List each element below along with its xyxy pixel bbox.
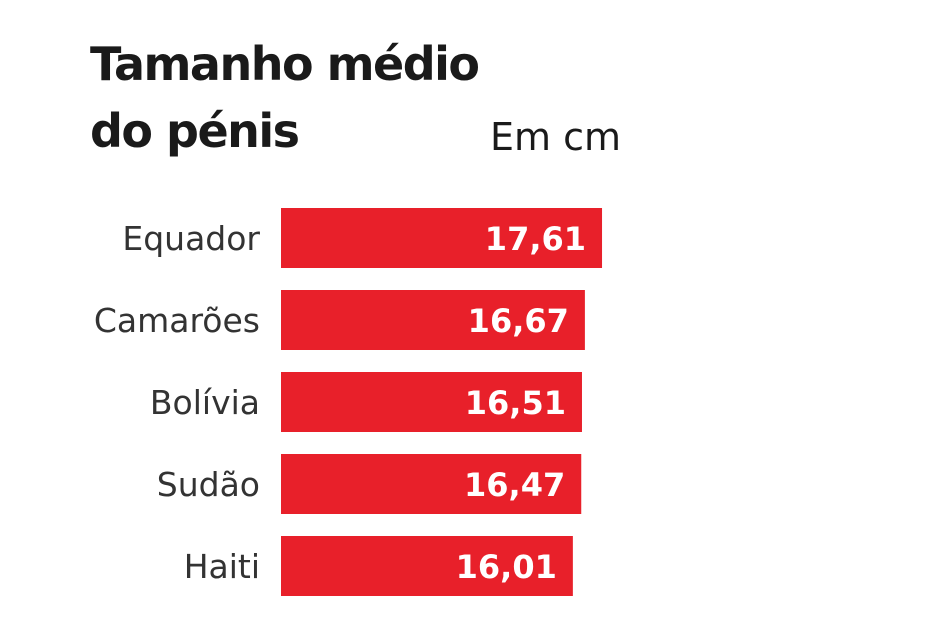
category-label: Equador (122, 219, 260, 258)
value-label: 16,51 (465, 384, 566, 422)
bar (281, 208, 603, 268)
category-label: Bolívia (150, 383, 260, 422)
bar (281, 454, 582, 514)
value-label: 16,01 (456, 548, 557, 586)
chart-title: Tamanho médio (90, 37, 479, 91)
chart-subtitle: Em cm (490, 115, 621, 159)
bar (281, 372, 582, 432)
bar (281, 290, 585, 350)
category-label: Haiti (184, 547, 260, 586)
value-label: 17,61 (485, 220, 586, 258)
chart-title: do pénis (90, 104, 299, 158)
bar (281, 536, 573, 596)
category-label: Camarões (94, 301, 260, 340)
value-label: 16,67 (468, 302, 569, 340)
category-label: Sudão (157, 465, 260, 504)
value-label: 16,47 (464, 466, 565, 504)
